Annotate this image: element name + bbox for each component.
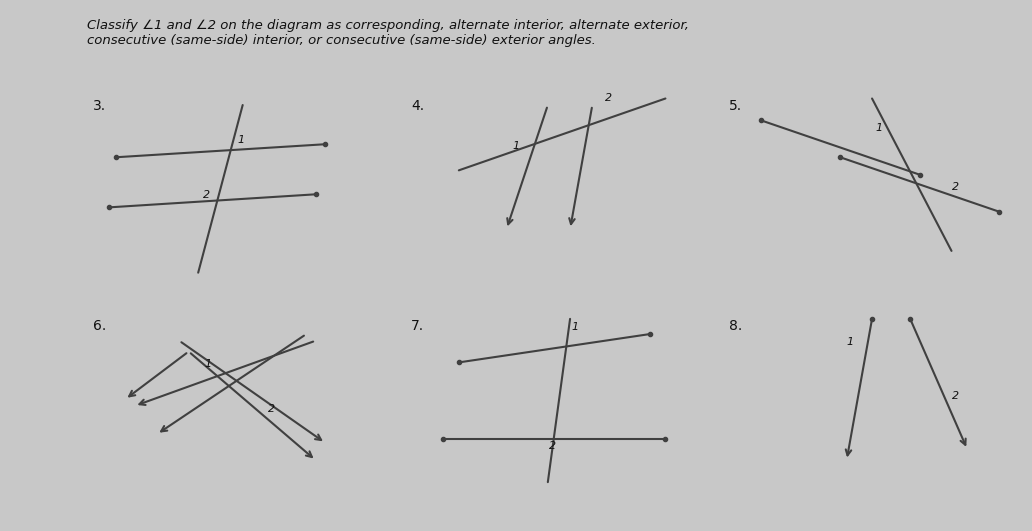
Text: 2: 2 — [549, 441, 556, 451]
Text: 5.: 5. — [729, 99, 742, 113]
Text: 1: 1 — [204, 359, 212, 369]
Text: 1: 1 — [875, 123, 882, 133]
Text: 1: 1 — [846, 337, 853, 347]
Text: 8.: 8. — [729, 319, 742, 333]
Text: 4.: 4. — [411, 99, 424, 113]
Text: 2: 2 — [203, 190, 211, 200]
Text: 2: 2 — [952, 391, 959, 401]
Text: 2: 2 — [268, 405, 276, 415]
Text: 3.: 3. — [93, 99, 106, 113]
Text: 2: 2 — [605, 93, 612, 102]
Text: 1: 1 — [572, 322, 579, 332]
Text: Classify ∠1 and ∠2 on the diagram as corresponding, alternate interior, alternat: Classify ∠1 and ∠2 on the diagram as cor… — [87, 20, 689, 47]
Text: 1: 1 — [513, 141, 520, 151]
Text: 6.: 6. — [93, 319, 106, 333]
Text: 7.: 7. — [411, 319, 424, 333]
Text: 2: 2 — [952, 182, 959, 192]
Text: 1: 1 — [238, 135, 245, 145]
